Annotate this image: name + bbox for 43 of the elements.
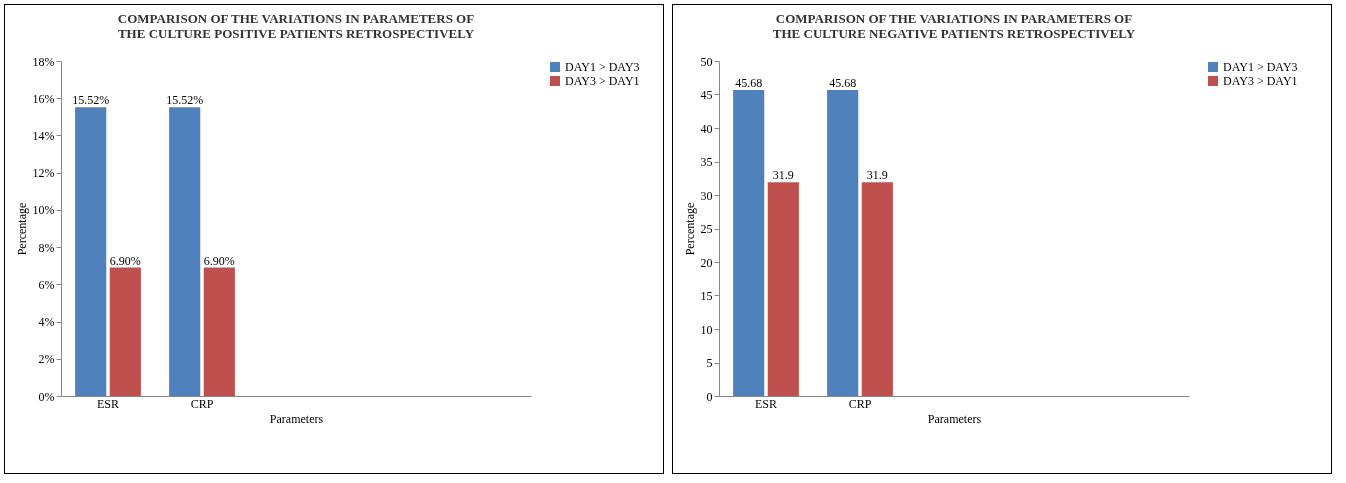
data-label: 6.90%	[109, 253, 141, 268]
y-tick-label: 40	[700, 121, 713, 136]
legend-label: DAY3 > DAY1	[1223, 74, 1298, 88]
y-tick-label: 16%	[32, 91, 55, 106]
y-tick-label: 18%	[32, 54, 55, 69]
y-tick-label: 25	[700, 222, 713, 236]
y-tick-label: 10	[700, 322, 713, 337]
y-tick-label: 15	[700, 289, 713, 303]
x-axis-title: Parameters	[927, 411, 982, 426]
y-tick-label: 14%	[32, 128, 55, 143]
y-tick-label: 10%	[32, 203, 55, 218]
x-tick-label: CRP	[190, 396, 214, 411]
y-tick-label: 35	[700, 155, 713, 169]
y-tick-label: 0%	[38, 389, 55, 404]
y-tick-label: 5	[706, 356, 713, 370]
y-axis-title: Percentage	[682, 202, 697, 256]
data-label: 31.9	[772, 168, 794, 183]
data-label: 6.90%	[203, 253, 235, 268]
y-tick-label: 4%	[38, 315, 55, 330]
data-label: 45.68	[829, 75, 857, 90]
x-tick-label: CRP	[848, 396, 872, 411]
data-label: 15.52%	[166, 93, 204, 108]
legend-label: DAY1 > DAY3	[1223, 60, 1298, 74]
x-tick-label: ESR	[754, 396, 778, 411]
y-tick-label: 50	[700, 54, 713, 69]
y-axis-title: Percentage	[14, 202, 29, 256]
data-label: 31.9	[866, 168, 888, 183]
y-tick-label: 0	[706, 389, 713, 404]
y-tick-label: 30	[700, 188, 713, 203]
y-tick-label: 2%	[38, 352, 55, 367]
data-label: 45.68	[735, 75, 763, 90]
legend-label: DAY3 > DAY1	[565, 74, 640, 88]
y-tick-label: 12%	[32, 166, 55, 181]
y-tick-label: 8%	[38, 240, 55, 255]
chart-title: COMPARISON OF THE VARIATIONS IN PARAMETERS OF THE CULTURE POSITIVE PATIENTS RETROSPECTIVELY	[117, 11, 475, 41]
chart-title: COMPARISON OF THE VARIATIONS IN PARAMETERS OF THE CULTURE NEGATIVE PATIENTS RETROSPECTIVELY	[772, 11, 1136, 41]
x-tick-label: ESR	[96, 396, 120, 411]
data-label: 15.52%	[72, 93, 110, 108]
y-tick-label: 20	[700, 255, 713, 270]
legend-label: DAY1 > DAY3	[565, 60, 640, 74]
y-tick-label: 6%	[38, 277, 55, 292]
y-tick-label: 45	[700, 88, 713, 102]
x-axis-title: Parameters	[269, 411, 324, 426]
